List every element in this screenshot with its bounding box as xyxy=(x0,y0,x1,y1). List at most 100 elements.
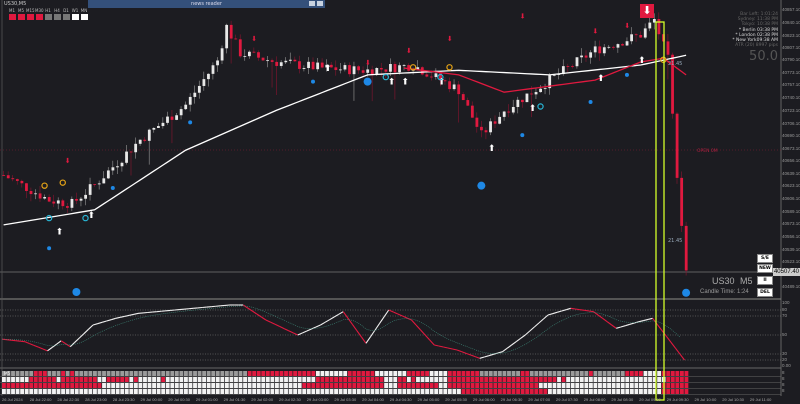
delete-button[interactable]: DEL xyxy=(757,288,773,297)
oscillator-segment xyxy=(329,316,335,321)
bull-candle xyxy=(625,41,629,46)
minimize-icon[interactable] xyxy=(309,1,315,6)
heatmap-cell xyxy=(302,371,307,376)
heatmap-cell xyxy=(479,371,484,376)
heatmap-cell xyxy=(24,383,29,388)
oscillator-tick: 70 xyxy=(782,313,788,318)
heatmap-cell xyxy=(179,383,184,388)
heatmap-cell xyxy=(684,389,689,394)
oscillator-segment xyxy=(575,308,580,311)
heatmap-cell xyxy=(347,377,352,382)
bear-candle xyxy=(475,117,479,127)
timeframe-text: M5 xyxy=(740,276,753,286)
oscillator-tick: 100 xyxy=(782,300,790,305)
entry-circle-icon xyxy=(41,182,48,189)
heatmap-cell xyxy=(538,377,543,382)
oscillator-segment xyxy=(411,319,417,326)
price-tick: 40606.10 xyxy=(782,196,800,202)
heatmap-cell xyxy=(288,377,293,382)
heatmap-cell xyxy=(270,389,275,394)
maximize-icon[interactable] xyxy=(317,1,323,6)
heatmap-cell xyxy=(461,371,466,376)
heatmap-cell xyxy=(634,377,639,382)
heatmap-cell xyxy=(511,371,516,376)
heatmap-cell xyxy=(434,389,439,394)
heatmap-cell xyxy=(657,371,662,376)
heatmap-cell xyxy=(33,377,38,382)
heatmap-cell xyxy=(616,377,621,382)
heatmap-cell xyxy=(147,371,152,376)
oscillator-segment xyxy=(438,345,444,348)
heatmap-cell xyxy=(83,377,88,382)
heatmap-cell xyxy=(6,383,11,388)
heatmap-cell xyxy=(42,377,47,382)
heatmap-cell xyxy=(584,383,589,388)
heatmap-cell xyxy=(511,377,516,382)
heatmap-cell xyxy=(429,371,434,376)
heatmap-cell xyxy=(24,377,29,382)
heatmap-cell xyxy=(284,383,288,388)
heatmap-cell xyxy=(366,377,370,382)
bear-candle xyxy=(311,61,315,70)
heatmap-cell xyxy=(206,383,211,388)
heatmap-cell xyxy=(334,389,338,394)
heatmap-cell xyxy=(215,389,220,394)
heatmap-cell xyxy=(620,371,625,376)
news-reader-bar[interactable]: news reader xyxy=(88,0,325,8)
bear-candle xyxy=(384,69,388,72)
heatmap-cell xyxy=(275,383,279,388)
value-label: 21.45 xyxy=(668,238,683,244)
bull-candle xyxy=(211,65,215,74)
heatmap-cell xyxy=(224,389,229,394)
heatmap-cell xyxy=(561,371,566,376)
bear-candle xyxy=(275,61,279,66)
down-arrow-icon: ⬇ xyxy=(406,47,412,55)
session-berlin: * Berlin 03:38 PM xyxy=(738,27,778,33)
heatmap-cell xyxy=(20,389,25,394)
heatmap-cell xyxy=(579,383,584,388)
heatmap-cell xyxy=(511,389,516,394)
new-button[interactable]: NEW xyxy=(757,264,773,273)
bull-candle xyxy=(288,59,292,61)
heatmap-cell xyxy=(24,371,29,376)
heatmap-cell xyxy=(406,389,411,394)
signal-dot xyxy=(72,287,81,296)
heatmap-cell xyxy=(297,377,302,382)
oscillator-signal-line xyxy=(1,305,681,354)
heatmap-cell xyxy=(320,383,325,388)
se-button[interactable]: S/E xyxy=(757,254,773,263)
time-tick: 29 Jul 05:00 xyxy=(417,397,440,402)
heatmap-cell xyxy=(279,389,284,394)
heatmap-cell xyxy=(42,371,47,376)
down-arrow-icon: ⬇ xyxy=(251,35,257,43)
bear-candle xyxy=(75,198,78,201)
bull-candle xyxy=(161,122,165,127)
heatmap-cell xyxy=(552,383,557,388)
strength-square xyxy=(62,14,70,20)
heatmap-cell xyxy=(320,389,325,394)
oscillator-segment xyxy=(665,335,672,343)
oscillator-segment xyxy=(597,314,603,319)
timeframe-strength-panel: M1 M5 M15 M30 H1 H4 D1 W1 MN xyxy=(8,8,88,20)
heatmap-cell xyxy=(566,383,571,388)
oscillator-segment xyxy=(397,313,403,317)
bear-candle xyxy=(238,39,242,57)
heatmap-cell xyxy=(397,389,402,394)
oscillator-segment xyxy=(129,313,135,316)
oscillator-segment xyxy=(306,328,312,332)
heatmap-cell xyxy=(657,383,662,388)
heatmap-cell xyxy=(102,377,106,382)
pause-button[interactable]: II xyxy=(757,276,773,285)
heatmap-cell xyxy=(452,383,457,388)
heatmap-cell xyxy=(516,389,520,394)
heatmap-cell xyxy=(329,377,334,382)
heatmap-cell xyxy=(179,389,184,394)
oscillator-segment xyxy=(283,328,289,332)
time-tick: 29 Jul 06:30 xyxy=(500,397,523,402)
heatmap-cell xyxy=(220,389,225,394)
oscillator-segment xyxy=(679,353,685,361)
heatmap-cell xyxy=(579,389,584,394)
oscillator-segment xyxy=(452,348,458,351)
signal-dot xyxy=(110,185,115,190)
